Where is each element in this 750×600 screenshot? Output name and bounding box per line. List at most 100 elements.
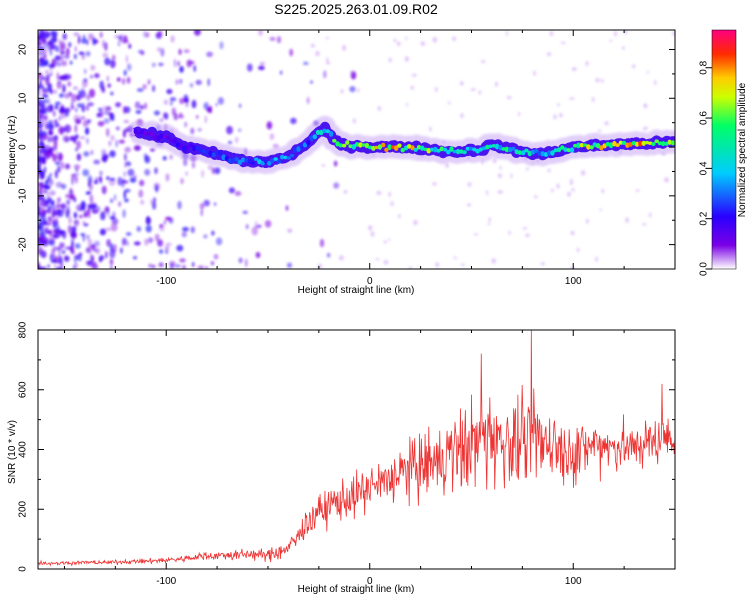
noise-blob [124, 146, 132, 153]
noise-blob [211, 230, 215, 236]
ridge-cell [322, 128, 327, 133]
noise-blob [64, 163, 71, 170]
noise-blob [533, 70, 536, 76]
noise-blob [101, 39, 105, 48]
noise-blob [73, 219, 80, 227]
noise-blob [508, 230, 511, 235]
noise-blob [60, 111, 67, 119]
noise-blob [460, 81, 464, 86]
noise-blob [38, 206, 46, 214]
noise-blob [85, 51, 91, 57]
noise-blob [110, 198, 113, 204]
noise-blob [116, 77, 121, 82]
ridge-cell [442, 147, 448, 152]
noise-blob [410, 85, 415, 90]
ridge-cell [481, 146, 487, 151]
noise-blob [117, 176, 123, 186]
noise-blob [38, 199, 41, 204]
noise-blob [140, 51, 145, 56]
noise-blob [52, 153, 58, 162]
noise-blob [213, 254, 219, 260]
ridge-cell [563, 147, 568, 153]
noise-blob [66, 199, 71, 205]
noise-blob [245, 224, 249, 230]
ridge-cell [367, 145, 373, 150]
colorbar-tick-label: 0.8 [699, 60, 710, 74]
ridge-cell [524, 148, 529, 153]
noise-blob [69, 74, 71, 80]
noise-blob [109, 59, 116, 69]
ridge-cell [240, 157, 246, 163]
snr-x-label: Height of straight line (km) [298, 584, 415, 595]
noise-blob [546, 52, 552, 57]
noise-blob [89, 194, 94, 204]
noise-blob [178, 48, 182, 55]
ridge-cell [172, 138, 177, 144]
noise-blob [258, 65, 265, 71]
noise-blob [49, 49, 53, 56]
ridge-cell [566, 148, 571, 153]
noise-blob [78, 34, 81, 44]
noise-blob [192, 262, 195, 267]
noise-blob [93, 240, 100, 247]
noise-blob [642, 223, 647, 226]
noise-blob [44, 76, 50, 86]
noise-blob [65, 53, 70, 60]
noise-blob [68, 91, 72, 97]
noise-blob [50, 248, 56, 257]
noise-blob [183, 94, 189, 103]
noise-blob [85, 247, 90, 253]
noise-blob [165, 249, 169, 254]
ridge-cell [205, 150, 210, 156]
noise-blob [97, 121, 105, 127]
noise-blob [398, 214, 401, 219]
noise-blob [635, 189, 640, 193]
noise-blob [197, 265, 205, 269]
noise-blob [207, 78, 210, 87]
ridge-cell [179, 143, 184, 148]
noise-blob [40, 156, 47, 164]
ridge-cell [280, 154, 285, 160]
noise-blob [109, 249, 116, 259]
noise-blob [406, 102, 408, 107]
noise-blob [173, 58, 177, 68]
noise-blob [109, 150, 116, 158]
noise-blob [40, 250, 47, 258]
noise-blob [110, 222, 118, 232]
noise-blob [614, 30, 617, 37]
noise-blob [206, 51, 214, 57]
spectrogram-marks [38, 30, 675, 269]
noise-blob [453, 256, 457, 260]
noise-blob [569, 178, 573, 185]
noise-blob [492, 157, 497, 164]
spectrogram-y-tick-label: 20 [18, 44, 29, 56]
noise-blob [58, 54, 64, 62]
noise-blob [114, 194, 117, 201]
noise-blob [40, 104, 47, 108]
noise-blob [113, 243, 117, 252]
spectrogram-x-tick-label: 100 [565, 276, 582, 287]
noise-blob [139, 105, 144, 110]
ridge-cell [364, 142, 370, 149]
noise-blob [199, 202, 205, 210]
noise-blob [376, 190, 382, 196]
noise-blob [140, 199, 145, 205]
ridge-cell [478, 147, 483, 152]
noise-blob [61, 60, 68, 67]
ridge-cell [254, 157, 259, 161]
noise-blob [179, 78, 183, 84]
ridge-cell [387, 144, 392, 151]
ridge-cell [530, 149, 536, 155]
noise-blob [163, 220, 166, 225]
ridge-cell [341, 143, 347, 148]
noise-blob [215, 102, 218, 107]
noise-blob [341, 45, 347, 51]
noise-blob [91, 255, 95, 263]
colorbar-tick-label: 0.4 [699, 161, 710, 175]
noise-blob [86, 137, 89, 145]
ridge-cell [263, 159, 269, 164]
noise-blob [83, 210, 89, 218]
noise-blob [323, 70, 327, 79]
noise-blob [259, 61, 265, 66]
noise-blob [664, 177, 669, 183]
